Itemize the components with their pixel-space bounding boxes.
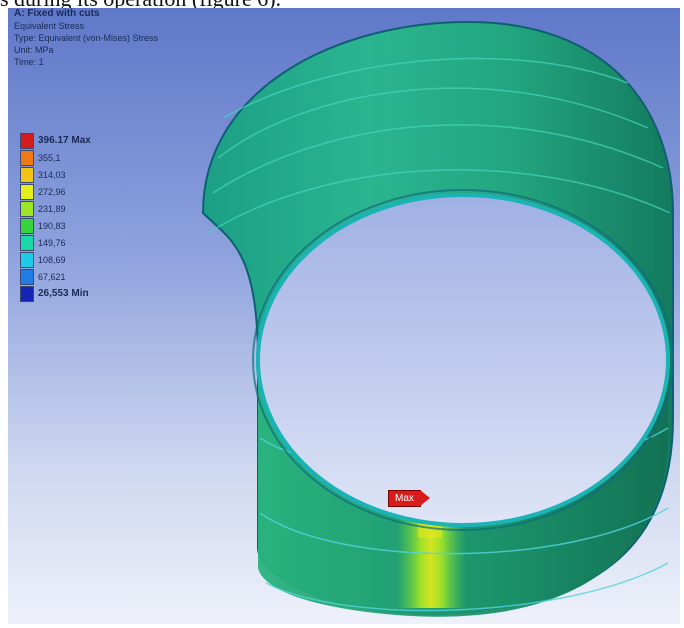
document-caption: s during its operation (figure 6).	[0, 0, 281, 12]
info-line: Time: 1	[14, 57, 44, 67]
legend-row: 396.17 Max	[20, 132, 91, 149]
legend-value: 355,1	[38, 152, 61, 163]
info-line: Type: Equivalent (von-Mises) Stress	[14, 33, 159, 43]
stress-legend: 396.17 Max 355,1 314,03 272,96 231,89 190,83 1…	[20, 132, 91, 302]
legend-value: 272,96	[38, 186, 66, 197]
legend-row: 231,89	[20, 200, 91, 217]
legend-row: 149,76	[20, 234, 91, 251]
legend-value: 67,621	[38, 271, 66, 282]
legend-swatch	[20, 166, 34, 183]
legend-swatch	[20, 251, 34, 268]
legend-swatch	[20, 217, 34, 234]
legend-value: 190,83	[38, 220, 66, 231]
contour-bands	[207, 57, 671, 234]
legend-row: 26,553 Min	[20, 285, 91, 302]
info-line: Equivalent Stress	[14, 21, 85, 31]
legend-swatch	[20, 132, 34, 149]
cylinder-model[interactable]	[8, 8, 680, 624]
legend-value: 231,89	[38, 203, 66, 214]
legend-row: 67,621	[20, 268, 91, 285]
legend-row: 355,1	[20, 149, 91, 166]
result-info: A: Fixed with cuts Equivalent Stress Typ…	[14, 8, 158, 68]
legend-row: 314,03	[20, 166, 91, 183]
max-probe-pointer	[420, 490, 430, 506]
legend-swatch	[20, 234, 34, 251]
legend-value: 314,03	[38, 169, 66, 180]
legend-row: 272,96	[20, 183, 91, 200]
legend-value: 26,553 Min	[38, 288, 89, 299]
legend-swatch	[20, 149, 34, 166]
max-probe-label[interactable]: Max	[388, 490, 421, 507]
legend-swatch	[20, 268, 34, 285]
legend-row: 190,83	[20, 217, 91, 234]
legend-swatch	[20, 183, 34, 200]
result-title: A: Fixed with cuts	[14, 8, 100, 19]
legend-value: 149,76	[38, 237, 66, 248]
fea-viewport[interactable]: A: Fixed with cuts Equivalent Stress Typ…	[8, 8, 680, 624]
legend-value: 396.17 Max	[38, 135, 91, 146]
info-line: Unit: MPa	[14, 45, 54, 55]
legend-swatch	[20, 200, 34, 217]
legend-value: 108,69	[38, 254, 66, 265]
legend-swatch	[20, 285, 34, 302]
legend-row: 108,69	[20, 251, 91, 268]
